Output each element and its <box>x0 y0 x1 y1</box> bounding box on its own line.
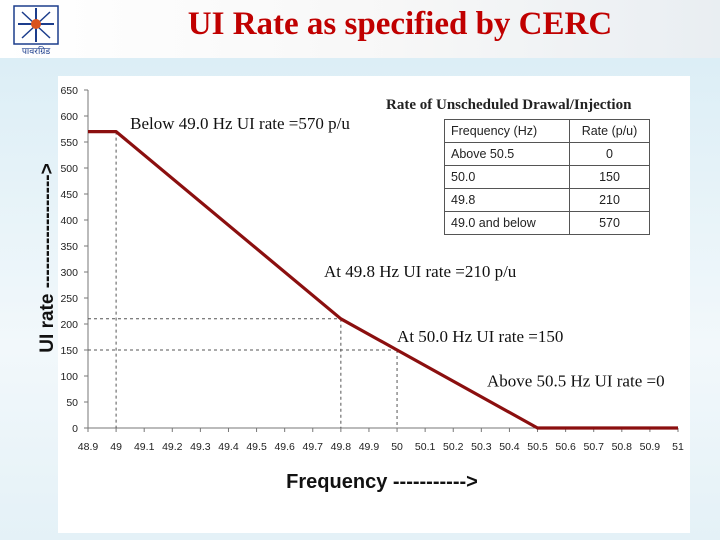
row-frequency: 49.0 and below <box>444 211 570 235</box>
x-tick-label: 49.6 <box>274 441 295 453</box>
table-row: 49.8 210 <box>444 188 650 212</box>
x-tick-label: 48.9 <box>78 441 99 453</box>
x-tick-label: 50.8 <box>612 441 633 453</box>
chart-annotation: Above 50.5 Hz UI rate =0 <box>487 371 665 390</box>
x-tick-label: 50.7 <box>583 441 604 453</box>
x-tick-label: 49.1 <box>134 441 155 453</box>
ui-rate-series-line <box>88 130 678 430</box>
x-tick-label: 49.2 <box>162 441 183 453</box>
y-tick-label: 400 <box>60 215 78 227</box>
x-tick-label: 50.9 <box>640 441 661 453</box>
row-rate: 0 <box>569 142 650 166</box>
rate-table-title: Rate of Unscheduled Drawal/Injection <box>386 97 632 113</box>
rate-table: Frequency (Hz) Rate (p/u) Above 50.5 0 5… <box>444 119 650 235</box>
x-tick-label: 49.3 <box>190 441 211 453</box>
x-tick-label: 49.7 <box>303 441 324 453</box>
chart-annotation: At 50.0 Hz UI rate =150 <box>397 327 563 346</box>
x-tick-label: 49.5 <box>246 441 267 453</box>
row-rate: 150 <box>569 165 650 189</box>
x-tick-label: 50.1 <box>415 441 436 453</box>
x-tick-label: 51 <box>672 441 684 453</box>
y-tick-label: 500 <box>60 163 78 175</box>
x-axis-label: Frequency -----------> <box>286 471 478 493</box>
row-rate: 570 <box>569 211 650 235</box>
x-tick-label: 50.6 <box>555 441 576 453</box>
title-bar: पावरग्रिड UI Rate as specified by CERC <box>0 0 720 58</box>
row-frequency: 50.0 <box>444 165 570 189</box>
row-frequency: Above 50.5 <box>444 142 570 166</box>
x-tick-label: 50.4 <box>499 441 520 453</box>
y-tick-label: 650 <box>60 85 78 97</box>
y-tick-label: 550 <box>60 137 78 149</box>
x-tick-label: 49.8 <box>331 441 352 453</box>
y-tick-label: 300 <box>60 267 78 279</box>
x-tick-label: 49.4 <box>218 441 239 453</box>
x-tick-label: 50 <box>391 441 403 453</box>
y-tick-label: 50 <box>66 397 78 409</box>
row-frequency: 49.8 <box>444 188 570 212</box>
header-frequency: Frequency (Hz) <box>444 119 570 143</box>
y-tick-label: 100 <box>60 371 78 383</box>
y-tick-label: 200 <box>60 319 78 331</box>
x-tick-label: 49.9 <box>359 441 380 453</box>
rate-table-header: Frequency (Hz) Rate (p/u) <box>444 119 650 143</box>
y-tick-label: 0 <box>72 423 78 435</box>
x-tick-label: 49 <box>110 441 122 453</box>
svg-text:पावरग्रिड: पावरग्रिड <box>22 45 51 56</box>
table-row: Above 50.5 0 <box>444 142 650 166</box>
y-tick-label: 600 <box>60 111 78 123</box>
header-rate: Rate (p/u) <box>569 119 650 143</box>
y-tick-label: 150 <box>60 345 78 357</box>
powergrid-logo: पावरग्रिड <box>13 5 59 56</box>
x-tick-label: 50.2 <box>443 441 464 453</box>
y-tick-label: 250 <box>60 293 78 305</box>
row-rate: 210 <box>569 188 650 212</box>
x-tick-label: 50.5 <box>527 441 548 453</box>
page-title: UI Rate as specified by CERC <box>187 6 613 42</box>
y-tick-label: 450 <box>60 189 78 201</box>
y-tick-label: 350 <box>60 241 78 253</box>
table-row: 50.0 150 <box>444 165 650 189</box>
chart-annotation: At 49.8 Hz UI rate =210 p/u <box>324 262 517 281</box>
y-axis-label: UI rate ------------------> <box>37 163 58 352</box>
table-row: 49.0 and below 570 <box>444 211 650 235</box>
x-tick-label: 50.3 <box>471 441 492 453</box>
chart-annotation: Below 49.0 Hz UI rate =570 p/u <box>130 114 350 133</box>
